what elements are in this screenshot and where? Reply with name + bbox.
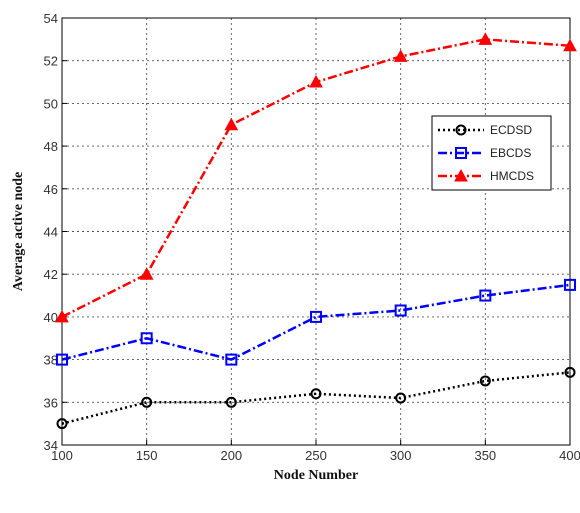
data-point xyxy=(224,117,239,131)
grid xyxy=(62,18,570,445)
x-tick-label: 350 xyxy=(474,448,496,463)
legend-marker xyxy=(455,147,467,159)
legend-marker xyxy=(454,168,468,182)
data-point xyxy=(393,49,408,62)
legend-item: EBCDS xyxy=(438,146,531,160)
x-tick-label: 100 xyxy=(51,448,73,463)
legend-label: ECDSD xyxy=(490,123,532,137)
data-point xyxy=(310,310,322,323)
data-point xyxy=(141,396,153,408)
data-point xyxy=(56,353,68,366)
data-point xyxy=(479,375,491,387)
y-tick-label: 46 xyxy=(44,182,58,197)
data-point xyxy=(55,309,69,323)
series-ebcds xyxy=(56,278,576,366)
y-tick-label: 52 xyxy=(44,54,58,69)
data-point xyxy=(564,278,576,291)
y-tick-label: 54 xyxy=(44,11,58,26)
data-point xyxy=(139,267,154,280)
data-point xyxy=(479,289,492,302)
data-point xyxy=(225,396,237,408)
series-hmcds xyxy=(55,32,577,323)
data-point xyxy=(394,304,407,317)
series-ecdsd xyxy=(56,366,576,430)
y-axis-title: Average active node xyxy=(11,172,26,291)
data-point xyxy=(225,353,238,366)
x-axis-ticks: 100 150 200 250 300 350 400 xyxy=(51,440,580,463)
legend-label: EBCDS xyxy=(490,146,531,160)
x-tick-label: 150 xyxy=(136,448,158,463)
legend: ECDSD EBCDS HMCDS xyxy=(431,115,552,191)
y-tick-label: 40 xyxy=(44,310,58,325)
y-axis-ticks: 34 36 38 40 42 44 46 48 50 52 54 xyxy=(44,11,67,453)
data-point xyxy=(478,32,493,45)
series-layer xyxy=(55,32,577,430)
data-point xyxy=(309,75,323,88)
x-tick-label: 300 xyxy=(390,448,412,463)
y-tick-label: 48 xyxy=(44,139,58,154)
y-tick-label: 44 xyxy=(44,225,58,240)
y-tick-label: 50 xyxy=(44,96,58,111)
y-tick-label: 42 xyxy=(44,267,58,282)
data-point xyxy=(140,332,153,345)
data-point xyxy=(310,388,322,400)
y-tick-label: 34 xyxy=(44,438,58,453)
legend-item: ECDSD xyxy=(438,123,532,137)
x-axis-title: Node Number xyxy=(274,468,358,483)
data-point xyxy=(395,392,407,404)
data-point xyxy=(563,38,577,52)
series-line xyxy=(61,283,571,361)
legend-marker xyxy=(455,124,467,136)
x-tick-label: 200 xyxy=(220,448,242,463)
legend-item: HMCDS xyxy=(438,168,534,183)
x-tick-label: 400 xyxy=(559,448,580,463)
data-point xyxy=(56,418,68,430)
x-tick-label: 250 xyxy=(305,448,327,463)
y-tick-label: 38 xyxy=(44,353,58,368)
y-tick-label: 36 xyxy=(44,395,58,410)
legend-label: HMCDS xyxy=(490,169,534,183)
data-point xyxy=(564,366,576,378)
